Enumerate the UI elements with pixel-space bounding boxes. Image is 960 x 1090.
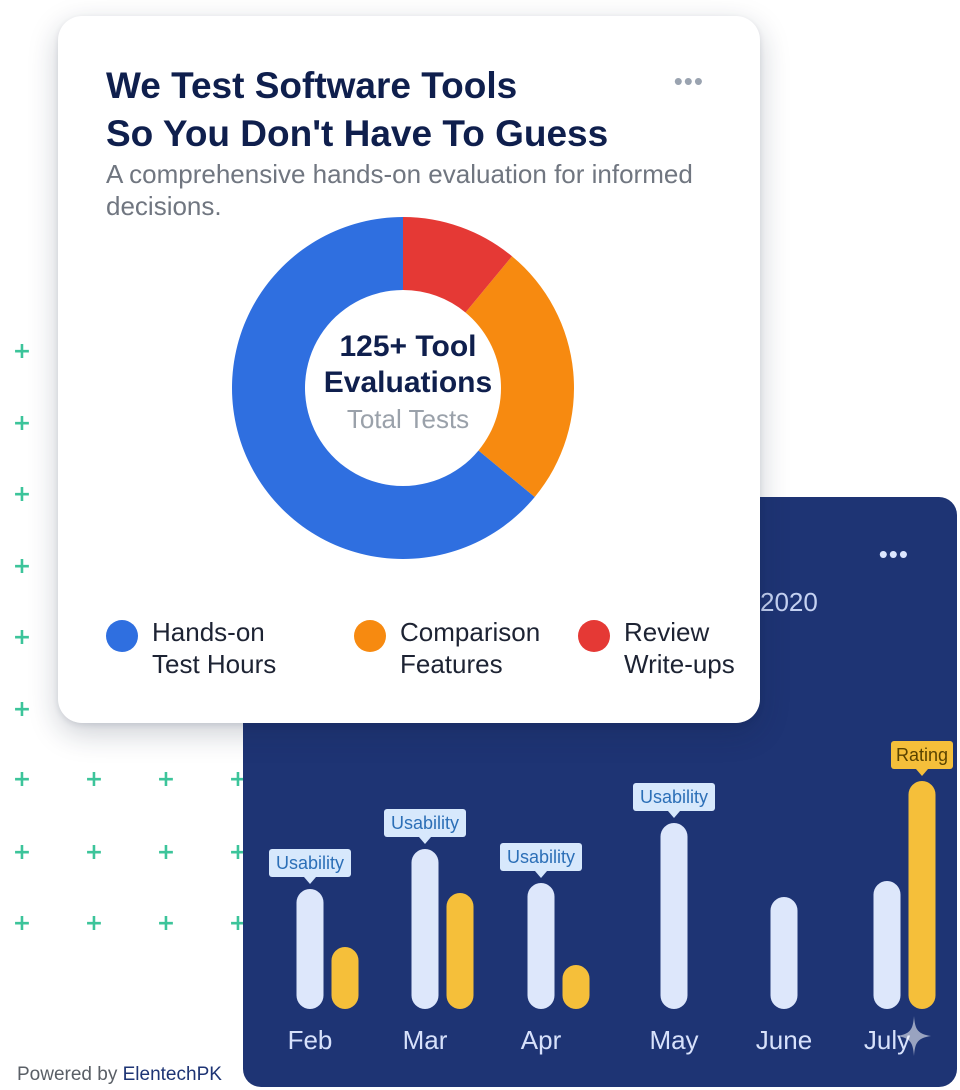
legend-line: Write-ups <box>624 649 735 679</box>
plus-icon: + <box>156 840 176 865</box>
donut-center-title-line-2: Evaluations <box>323 366 493 399</box>
legend-swatch <box>354 620 386 652</box>
usability-callout: Usability <box>633 783 715 818</box>
year-label: 2020 <box>760 587 818 617</box>
bar-mar-s1 <box>446 893 474 1009</box>
legend-line: Hands-on <box>152 617 265 647</box>
sparkle-icon <box>897 1016 931 1056</box>
legend-label: Comparison Features <box>400 616 540 680</box>
legend-swatch <box>578 620 610 652</box>
plus-icon: + <box>156 911 176 936</box>
footer-prefix: Powered by <box>17 1064 118 1085</box>
callout-label: Usability <box>276 853 344 873</box>
bar-feb-s1 <box>331 947 359 1009</box>
x-tick-label: June <box>756 1025 812 1055</box>
plus-icon: + <box>84 767 104 792</box>
more-options-icon[interactable]: ••• <box>878 539 909 569</box>
bar-chart: Feb Mar Apr May June July Usability Usability Us… <box>269 741 953 1055</box>
callout-label: Usability <box>391 813 459 833</box>
bar-apr-s1 <box>562 965 590 1009</box>
donut-center-subtitle: Total Tests <box>346 404 470 434</box>
footer-brand: ElentechPK <box>122 1064 222 1085</box>
plus-icon: + <box>12 554 32 579</box>
plus-icon: + <box>12 767 32 792</box>
donut-slice-1 <box>465 256 574 497</box>
callout-label: Rating <box>896 745 948 765</box>
legend-line: Test Hours <box>152 649 277 679</box>
plus-icon: + <box>228 911 248 936</box>
plus-icon: + <box>12 840 32 865</box>
x-tick-label: May <box>649 1025 698 1055</box>
legend-label: Review Write-ups <box>624 616 735 680</box>
more-options-icon[interactable]: ••• <box>673 66 704 96</box>
plus-icon: + <box>12 482 32 507</box>
donut-slice-0 <box>231 217 535 560</box>
x-tick-label: July <box>864 1025 910 1055</box>
usability-callout: Usability <box>500 843 582 878</box>
bar-july-s1 <box>908 781 936 1009</box>
bar-may-s0 <box>660 823 688 1009</box>
plus-icon: + <box>228 767 248 792</box>
plus-icon: + <box>12 411 32 436</box>
bar-apr-s0 <box>527 883 555 1009</box>
donut-slice-2 <box>403 217 512 313</box>
callout-label: Usability <box>507 847 575 867</box>
bar-june-s0 <box>770 897 798 1009</box>
donut-chart <box>231 217 574 560</box>
legend-label: Hands-on Test Hours <box>152 616 276 680</box>
title-line-1: We Test Software Tools <box>106 65 518 106</box>
footer-credit: Powered by ElentechPK <box>17 1064 222 1086</box>
donut-chart-card: We Test Software Tools So You Don't Have… <box>58 16 760 723</box>
bar-july-s0 <box>873 881 901 1009</box>
usability-callout: Usability <box>269 849 351 884</box>
legend-line: Features <box>400 649 503 679</box>
bar-mar-s0 <box>411 849 439 1009</box>
donut-center-title-line-1: 125+ Tool <box>339 330 477 363</box>
bar-feb-s0 <box>296 889 324 1009</box>
legend-line: Comparison <box>400 617 541 647</box>
plus-icon: + <box>12 339 32 364</box>
plus-icon: + <box>156 767 176 792</box>
rating-callout: Rating <box>891 741 953 776</box>
legend-swatch <box>106 620 138 652</box>
plus-icon: + <box>84 911 104 936</box>
plus-icon: + <box>12 625 32 650</box>
usability-callout: Usability <box>384 809 466 844</box>
plus-icon: + <box>12 697 32 722</box>
x-tick-label: Feb <box>288 1025 333 1055</box>
plus-icon: + <box>84 840 104 865</box>
card-subtitle: A comprehensive hands-on evaluation for … <box>106 159 693 221</box>
legend-line: Review <box>624 617 710 647</box>
callout-label: Usability <box>640 787 708 807</box>
card-title: We Test Software Tools So You Don't Have… <box>106 62 666 158</box>
plus-icon: + <box>12 911 32 936</box>
plus-icon: + <box>228 840 248 865</box>
title-line-2: So You Don't Have To Guess <box>106 113 609 154</box>
x-tick-label: Mar <box>403 1025 448 1055</box>
x-tick-label: Apr <box>521 1025 562 1055</box>
